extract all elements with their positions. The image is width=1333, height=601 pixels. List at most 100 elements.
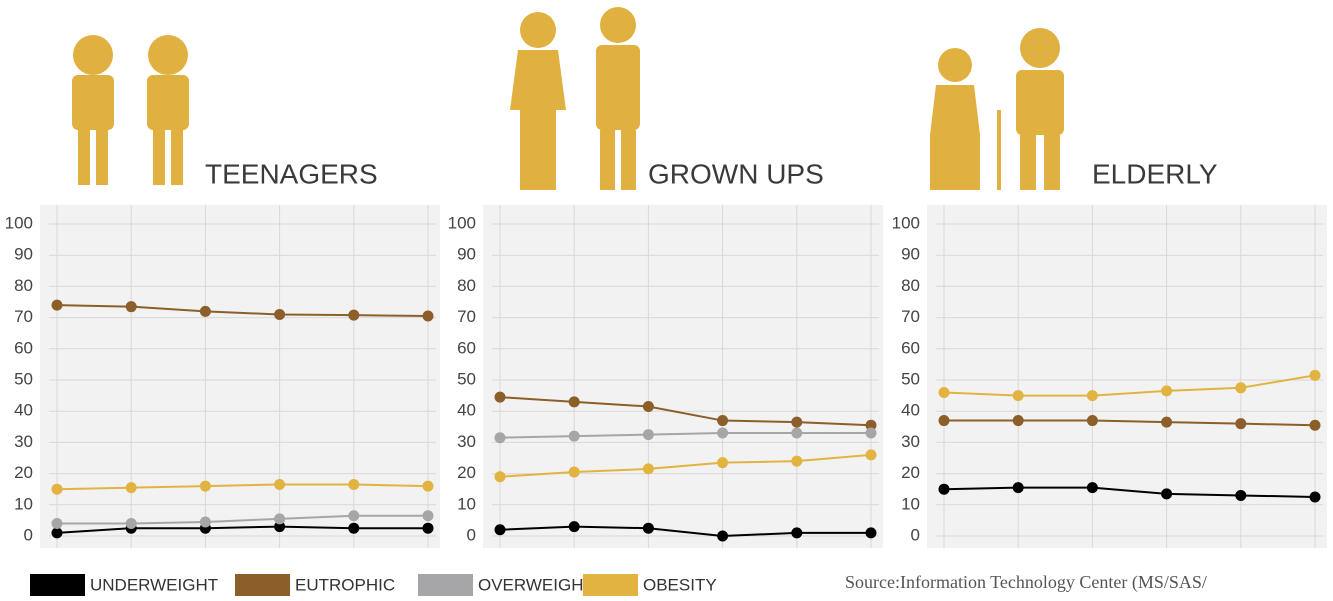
y-tick-label: 40	[901, 401, 920, 420]
data-point	[200, 306, 211, 317]
data-point	[643, 429, 654, 440]
y-tick-label: 60	[457, 338, 476, 357]
y-tick-label: 0	[24, 525, 33, 544]
plot-background	[40, 205, 440, 548]
legend-swatch	[583, 574, 638, 596]
data-point	[495, 471, 506, 482]
data-point	[1087, 390, 1098, 401]
y-tick-label: 80	[14, 276, 33, 295]
data-point	[643, 523, 654, 534]
plot-background	[483, 205, 883, 548]
data-point	[495, 432, 506, 443]
data-point	[1087, 482, 1098, 493]
y-tick-label: 100	[892, 213, 920, 232]
data-point	[717, 428, 728, 439]
legend-label: UNDERWEIGHT	[90, 575, 218, 594]
y-tick-label: 0	[467, 525, 476, 544]
data-point	[866, 527, 877, 538]
data-point	[569, 431, 580, 442]
data-point	[569, 396, 580, 407]
y-tick-label: 20	[901, 463, 920, 482]
data-point	[348, 523, 359, 534]
data-point	[866, 449, 877, 460]
y-tick-label: 70	[901, 307, 920, 326]
y-tick-label: 90	[14, 245, 33, 264]
legend-swatch	[235, 574, 290, 596]
data-point	[423, 311, 434, 322]
y-tick-label: 100	[448, 213, 476, 232]
data-point	[52, 527, 63, 538]
data-point	[717, 531, 728, 542]
data-point	[274, 309, 285, 320]
y-tick-label: 100	[5, 213, 33, 232]
data-point	[1161, 385, 1172, 396]
data-point	[1310, 492, 1321, 503]
data-point	[423, 510, 434, 521]
data-point	[939, 484, 950, 495]
data-point	[791, 417, 802, 428]
y-tick-label: 90	[901, 245, 920, 264]
y-tick-label: 40	[457, 401, 476, 420]
data-point	[717, 457, 728, 468]
data-point	[643, 463, 654, 474]
elderly-icons	[930, 28, 1064, 190]
y-tick-label: 30	[14, 432, 33, 451]
legend-swatch	[418, 574, 473, 596]
infographic: TEENAGERS0102030405060708090100GROWN UPS…	[0, 0, 1333, 601]
legend-label: OBESITY	[643, 575, 717, 594]
y-tick-label: 30	[901, 432, 920, 451]
data-point	[1161, 417, 1172, 428]
chart-title: ELDERLY	[1092, 158, 1218, 189]
data-point	[1013, 415, 1024, 426]
data-point	[52, 484, 63, 495]
data-point	[1235, 382, 1246, 393]
data-point	[1087, 415, 1098, 426]
data-point	[1013, 482, 1024, 493]
data-point	[348, 310, 359, 321]
y-tick-label: 10	[901, 494, 920, 513]
y-tick-label: 60	[901, 338, 920, 357]
y-tick-label: 0	[911, 525, 920, 544]
y-tick-label: 70	[14, 307, 33, 326]
data-point	[643, 401, 654, 412]
y-tick-label: 90	[457, 245, 476, 264]
data-point	[274, 513, 285, 524]
data-point	[939, 415, 950, 426]
legend-label: EUTROPHIC	[295, 575, 395, 594]
data-point	[1310, 420, 1321, 431]
data-point	[200, 516, 211, 527]
data-point	[126, 518, 137, 529]
y-tick-label: 10	[14, 494, 33, 513]
chart-title: TEENAGERS	[205, 158, 378, 189]
data-point	[791, 527, 802, 538]
y-tick-label: 50	[901, 369, 920, 388]
data-point	[495, 392, 506, 403]
y-tick-label: 50	[457, 369, 476, 388]
y-tick-label: 80	[901, 276, 920, 295]
data-point	[1235, 490, 1246, 501]
y-tick-label: 30	[457, 432, 476, 451]
data-point	[717, 415, 728, 426]
data-point	[569, 521, 580, 532]
y-tick-label: 20	[14, 463, 33, 482]
data-point	[1235, 418, 1246, 429]
data-point	[348, 510, 359, 521]
data-point	[791, 456, 802, 467]
y-tick-label: 20	[457, 463, 476, 482]
data-point	[866, 428, 877, 439]
data-point	[1161, 488, 1172, 499]
teen-icons	[72, 35, 189, 185]
data-point	[423, 523, 434, 534]
data-point	[423, 481, 434, 492]
data-point	[1013, 390, 1024, 401]
data-point	[126, 482, 137, 493]
data-point	[348, 479, 359, 490]
legend-swatch	[30, 574, 85, 596]
adult-icons	[510, 7, 640, 190]
legend-label: OVERWEIGHT	[478, 575, 594, 594]
y-tick-label: 40	[14, 401, 33, 420]
y-tick-label: 50	[14, 369, 33, 388]
y-tick-label: 80	[457, 276, 476, 295]
data-point	[569, 467, 580, 478]
data-point	[274, 479, 285, 490]
